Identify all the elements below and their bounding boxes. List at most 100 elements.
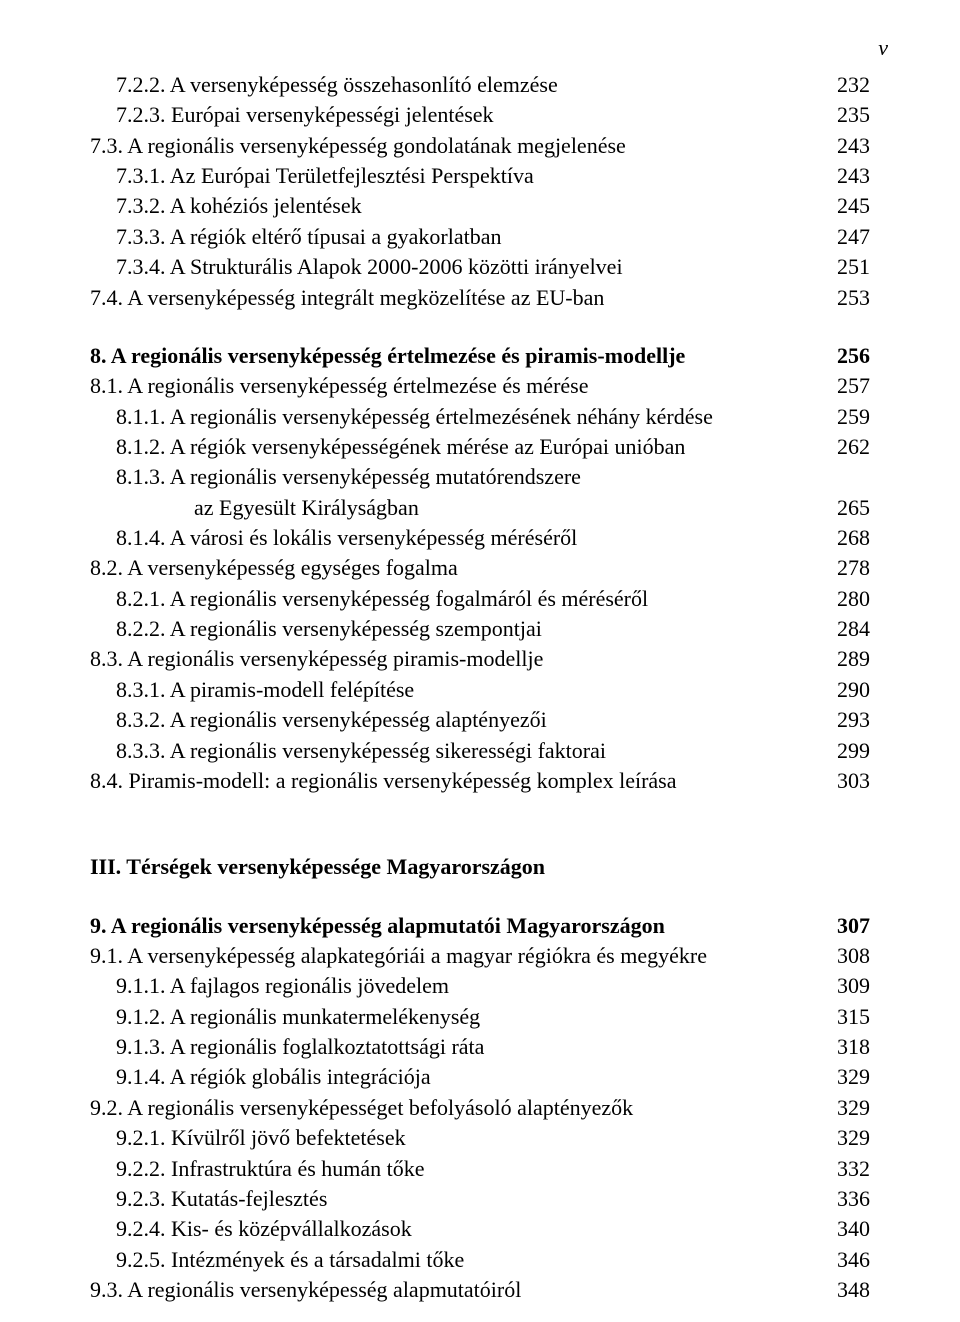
toc-entry-page: 284 bbox=[817, 614, 870, 644]
toc-row: 9.2.1. Kívülről jövő befektetések329 bbox=[90, 1123, 870, 1153]
toc-entry-page: 245 bbox=[817, 191, 870, 221]
toc-entry-text: 7.3. A regionális versenyképesség gondol… bbox=[90, 131, 817, 161]
toc-entry-page: 290 bbox=[817, 675, 870, 705]
heading-text: III. Térségek versenyképessége Magyarors… bbox=[90, 852, 870, 882]
toc-row: 8.3.2. A regionális versenyképesség alap… bbox=[90, 705, 870, 735]
toc-entry-text: 9.2.4. Kis- és középvállalkozások bbox=[90, 1214, 817, 1244]
toc-entry-page: 329 bbox=[817, 1093, 870, 1123]
toc-entry-text: 8. A regionális versenyképesség értelmez… bbox=[90, 341, 817, 371]
toc-entry-page: 253 bbox=[817, 283, 870, 313]
toc-entry-page: 340 bbox=[817, 1214, 870, 1244]
toc-entry-page: 293 bbox=[817, 705, 870, 735]
toc-entry-text: 8.1.2. A régiók versenyképességének méré… bbox=[90, 432, 817, 462]
toc-row: 8.1.4. A városi és lokális versenyképess… bbox=[90, 523, 870, 553]
toc-entry-text: 9.2.5. Intézmények és a társadalmi tőke bbox=[90, 1245, 817, 1275]
toc-entry-page: 235 bbox=[817, 100, 870, 130]
toc-entry-page: 278 bbox=[817, 553, 870, 583]
toc-entry-text: 8.2.1. A regionális versenyképesség foga… bbox=[90, 584, 817, 614]
toc-row: 9.1.1. A fajlagos regionális jövedelem30… bbox=[90, 971, 870, 1001]
toc-row: 9.2.5. Intézmények és a társadalmi tőke3… bbox=[90, 1245, 870, 1275]
toc-entry-text: 9.1.4. A régiók globális integrációja bbox=[90, 1062, 817, 1092]
toc-entry-text: 8.2.2. A regionális versenyképesség szem… bbox=[90, 614, 817, 644]
toc-entry-text: 9.1. A versenyképesség alapkategóriái a … bbox=[90, 941, 817, 971]
toc-entry-page: 268 bbox=[817, 523, 870, 553]
toc-entry-text: 7.3.3. A régiók eltérő típusai a gyakorl… bbox=[90, 222, 817, 252]
toc-entry-page: 299 bbox=[817, 736, 870, 766]
toc-row: 9.1.4. A régiók globális integrációja329 bbox=[90, 1062, 870, 1092]
toc-entry-page: 309 bbox=[817, 971, 870, 1001]
toc-entry-page: 280 bbox=[817, 584, 870, 614]
toc-entry-text: 9.2.3. Kutatás-fejlesztés bbox=[90, 1184, 817, 1214]
toc-row: 7.3.3. A régiók eltérő típusai a gyakorl… bbox=[90, 222, 870, 252]
toc-entry-text: 9.2.2. Infrastruktúra és humán tőke bbox=[90, 1154, 817, 1184]
toc-row: 7.4. A versenyképesség integrált megköze… bbox=[90, 283, 870, 313]
toc-entry-page: 307 bbox=[817, 911, 870, 941]
toc-entry-page: 346 bbox=[817, 1245, 870, 1275]
section-heading: III. Térségek versenyképessége Magyarors… bbox=[90, 852, 870, 882]
toc-entry-text: 8.3.1. A piramis-modell felépítése bbox=[90, 675, 817, 705]
toc-entry-text: 9.1.1. A fajlagos regionális jövedelem bbox=[90, 971, 817, 1001]
toc-row: 8.3. A regionális versenyképesség pirami… bbox=[90, 644, 870, 674]
toc-row: 8.1. A regionális versenyképesség értelm… bbox=[90, 371, 870, 401]
toc-entry-page: 303 bbox=[817, 766, 870, 796]
toc-row: 7.3. A regionális versenyképesség gondol… bbox=[90, 131, 870, 161]
toc-entry-page: 259 bbox=[817, 402, 870, 432]
toc-entry-text: 7.3.4. A Strukturális Alapok 2000-2006 k… bbox=[90, 252, 817, 282]
toc-entry-page: 243 bbox=[817, 161, 870, 191]
toc-row: 8.3.1. A piramis-modell felépítése290 bbox=[90, 675, 870, 705]
toc-row: 9.2. A regionális versenyképességet befo… bbox=[90, 1093, 870, 1123]
toc-row: 7.3.1. Az Európai Területfejlesztési Per… bbox=[90, 161, 870, 191]
toc-entry-page: 315 bbox=[817, 1002, 870, 1032]
toc-row: 9.2.2. Infrastruktúra és humán tőke332 bbox=[90, 1154, 870, 1184]
toc-row: 8.2. A versenyképesség egységes fogalma2… bbox=[90, 553, 870, 583]
toc-row: 8. A regionális versenyképesség értelmez… bbox=[90, 341, 870, 371]
toc-entry-text: 8.3. A regionális versenyképesség pirami… bbox=[90, 644, 817, 674]
toc-row: 9.3. A regionális versenyképesség alapmu… bbox=[90, 1275, 870, 1305]
toc-row: 8.1.1. A regionális versenyképesség érte… bbox=[90, 402, 870, 432]
toc-entry-text: 8.1.3. A regionális versenyképesség muta… bbox=[90, 462, 850, 492]
toc-row: 7.2.3. Európai versenyképességi jelentés… bbox=[90, 100, 870, 130]
toc-row: 8.1.2. A régiók versenyképességének méré… bbox=[90, 432, 870, 462]
toc-entry-page bbox=[850, 462, 870, 492]
toc-entry-page: 318 bbox=[817, 1032, 870, 1062]
toc-entry-page: 308 bbox=[817, 941, 870, 971]
toc-entry-text: 7.4. A versenyképesség integrált megköze… bbox=[90, 283, 817, 313]
toc-entry-page: 257 bbox=[817, 371, 870, 401]
toc-row: 7.3.4. A Strukturális Alapok 2000-2006 k… bbox=[90, 252, 870, 282]
toc-entry-page: 289 bbox=[817, 644, 870, 674]
toc-row: 7.2.2. A versenyképesség összehasonlító … bbox=[90, 70, 870, 100]
toc-entry-text: 7.3.1. Az Európai Területfejlesztési Per… bbox=[90, 161, 817, 191]
toc-row: 9.1.3. A regionális foglalkoztatottsági … bbox=[90, 1032, 870, 1062]
toc-entry-page: 247 bbox=[817, 222, 870, 252]
page-number: v bbox=[878, 35, 888, 61]
toc-entry-page: 329 bbox=[817, 1062, 870, 1092]
toc-row: 9.2.4. Kis- és középvállalkozások340 bbox=[90, 1214, 870, 1244]
toc-entry-page: 262 bbox=[817, 432, 870, 462]
toc-entry-page: 243 bbox=[817, 131, 870, 161]
toc-row: 9.1.2. A regionális munkatermelékenység3… bbox=[90, 1002, 870, 1032]
toc-entry-text: 9.2. A regionális versenyképességet befo… bbox=[90, 1093, 817, 1123]
toc-row: 8.2.1. A regionális versenyképesség foga… bbox=[90, 584, 870, 614]
toc-entry-page: 265 bbox=[817, 493, 870, 523]
toc-row: 9.1. A versenyképesség alapkategóriái a … bbox=[90, 941, 870, 971]
toc-entry-text: 8.1.4. A városi és lokális versenyképess… bbox=[90, 523, 817, 553]
toc-entry-text: 7.3.2. A kohéziós jelentések bbox=[90, 191, 817, 221]
toc-entry-text: 8.1. A regionális versenyképesség értelm… bbox=[90, 371, 817, 401]
toc-row: 8.2.2. A regionális versenyképesség szem… bbox=[90, 614, 870, 644]
toc-entry-text: 9. A regionális versenyképesség alapmuta… bbox=[90, 911, 817, 941]
toc-entry-text: az Egyesült Királyságban bbox=[90, 493, 817, 523]
toc-entry-text: 8.1.1. A regionális versenyképesség érte… bbox=[90, 402, 817, 432]
toc-row: 9. A regionális versenyképesség alapmuta… bbox=[90, 911, 870, 941]
toc-row: 9.2.3. Kutatás-fejlesztés336 bbox=[90, 1184, 870, 1214]
toc-row: 7.3.2. A kohéziós jelentések245 bbox=[90, 191, 870, 221]
toc-entry-text: 9.3. A regionális versenyképesség alapmu… bbox=[90, 1275, 817, 1305]
toc-row: 8.1.3. A regionális versenyképesség muta… bbox=[90, 462, 870, 492]
toc-entry-text: 7.2.3. Európai versenyképességi jelentés… bbox=[90, 100, 817, 130]
toc-entry-text: 8.3.3. A regionális versenyképesség sike… bbox=[90, 736, 817, 766]
toc-row: 8.3.3. A regionális versenyképesség sike… bbox=[90, 736, 870, 766]
toc-entry-text: 8.2. A versenyképesség egységes fogalma bbox=[90, 553, 817, 583]
toc-entry-text: 9.1.2. A regionális munkatermelékenység bbox=[90, 1002, 817, 1032]
toc-entry-page: 256 bbox=[817, 341, 870, 371]
toc-entry-page: 348 bbox=[817, 1275, 870, 1305]
toc-entry-page: 232 bbox=[817, 70, 870, 100]
